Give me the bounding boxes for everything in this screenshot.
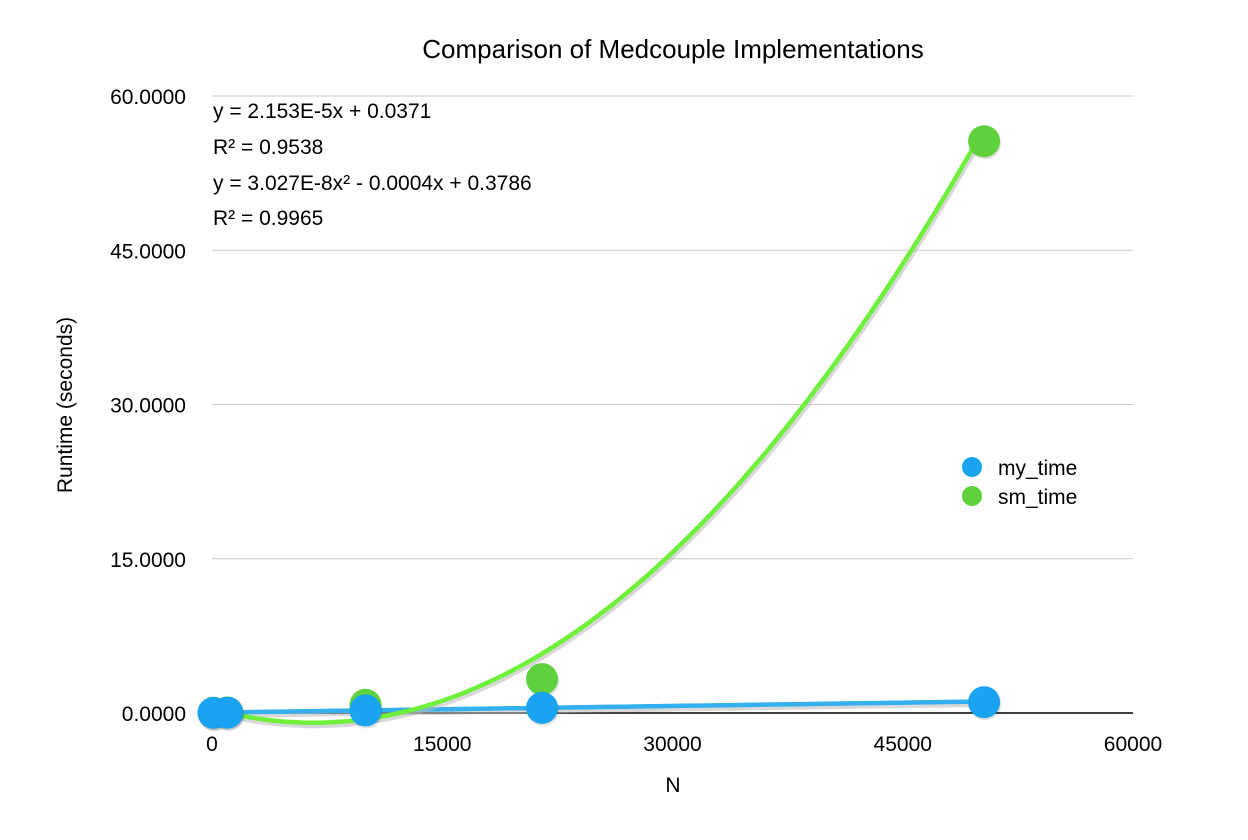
data-point-sm_time-4 xyxy=(968,125,1001,158)
trendline-shadow-sm_time xyxy=(211,126,989,729)
legend-label-my-time: my_time xyxy=(998,457,1077,480)
x-tick-labels: 0 15000 30000 45000 60000 xyxy=(206,733,1162,756)
trendline-my_time xyxy=(211,699,987,715)
y-axis-label: Runtime (seconds) xyxy=(54,317,77,493)
y-tick-label: 45.0000 xyxy=(110,240,186,263)
y-tick-labels: 0.0000 15.0000 30.0000 45.0000 60.0000 xyxy=(110,86,186,726)
legend: my_time sm_time xyxy=(962,457,1077,509)
y-tick-label: 0.0000 xyxy=(122,703,186,726)
y-tick-label: 30.0000 xyxy=(110,395,186,418)
data-point-my_time-2 xyxy=(349,694,382,727)
legend-marker-my-time xyxy=(962,457,982,477)
data-point-my_time-3 xyxy=(526,691,559,724)
x-axis-label: N xyxy=(665,774,680,797)
data-points xyxy=(197,125,1002,731)
r-squared-2: R² = 0.9965 xyxy=(213,207,323,230)
x-tick-label: 60000 xyxy=(1104,733,1162,756)
x-tick-label: 0 xyxy=(206,733,218,756)
trendline-equations: y = 2.153E-5x + 0.0371 R² = 0.9538 y = 3… xyxy=(213,100,532,230)
data-point-my_time-4 xyxy=(968,686,1001,719)
chart-title: Comparison of Medcouple Implementations xyxy=(422,34,923,64)
gridlines xyxy=(212,95,1133,560)
equation-1: y = 2.153E-5x + 0.0371 xyxy=(213,100,431,123)
data-point-my_time-1 xyxy=(211,696,244,729)
y-tick-label: 60.0000 xyxy=(110,86,186,109)
x-tick-label: 15000 xyxy=(413,733,471,756)
trendlines xyxy=(211,126,989,729)
trendline-sm_time xyxy=(211,126,987,725)
x-tick-label: 45000 xyxy=(874,733,932,756)
x-tick-label: 30000 xyxy=(643,733,701,756)
legend-marker-sm-time xyxy=(962,486,982,506)
legend-label-sm-time: sm_time xyxy=(998,486,1077,509)
data-point-sm_time-3 xyxy=(526,663,559,696)
r-squared-1: R² = 0.9538 xyxy=(213,136,323,159)
equation-2: y = 3.027E-8x² - 0.0004x + 0.3786 xyxy=(213,172,532,195)
y-tick-label: 15.0000 xyxy=(110,549,186,572)
